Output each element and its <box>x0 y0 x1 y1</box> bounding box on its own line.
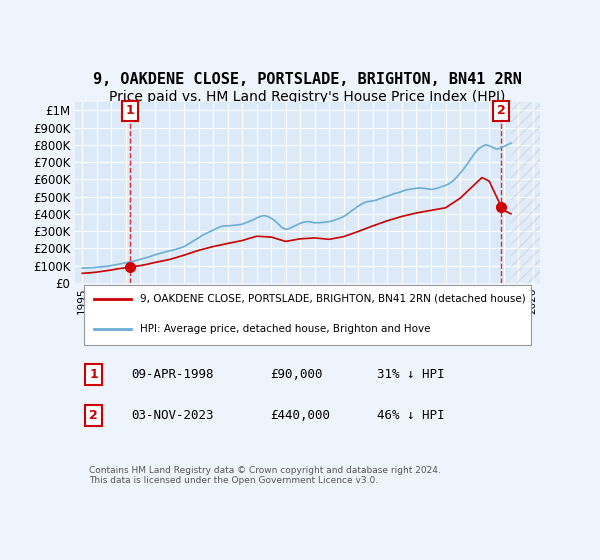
Text: 31% ↓ HPI: 31% ↓ HPI <box>377 368 445 381</box>
Text: Contains HM Land Registry data © Crown copyright and database right 2024.
This d: Contains HM Land Registry data © Crown c… <box>89 466 440 486</box>
Text: 03-NOV-2023: 03-NOV-2023 <box>131 409 214 422</box>
Text: £440,000: £440,000 <box>270 409 330 422</box>
Text: 1: 1 <box>89 368 98 381</box>
Text: 46% ↓ HPI: 46% ↓ HPI <box>377 409 445 422</box>
Text: Price paid vs. HM Land Registry's House Price Index (HPI): Price paid vs. HM Land Registry's House … <box>109 90 506 104</box>
Text: 09-APR-1998: 09-APR-1998 <box>131 368 214 381</box>
Text: 2: 2 <box>89 409 98 422</box>
FancyBboxPatch shape <box>84 286 531 345</box>
Text: 9, OAKDENE CLOSE, PORTSLADE, BRIGHTON, BN41 2RN: 9, OAKDENE CLOSE, PORTSLADE, BRIGHTON, B… <box>93 72 522 87</box>
Text: 9, OAKDENE CLOSE, PORTSLADE, BRIGHTON, BN41 2RN (detached house): 9, OAKDENE CLOSE, PORTSLADE, BRIGHTON, B… <box>140 294 526 304</box>
Text: HPI: Average price, detached house, Brighton and Hove: HPI: Average price, detached house, Brig… <box>140 324 431 334</box>
Text: 1: 1 <box>125 105 134 118</box>
Bar <box>511 102 540 283</box>
Text: 2: 2 <box>497 105 506 118</box>
Bar <box>511 102 540 283</box>
Text: £90,000: £90,000 <box>270 368 323 381</box>
